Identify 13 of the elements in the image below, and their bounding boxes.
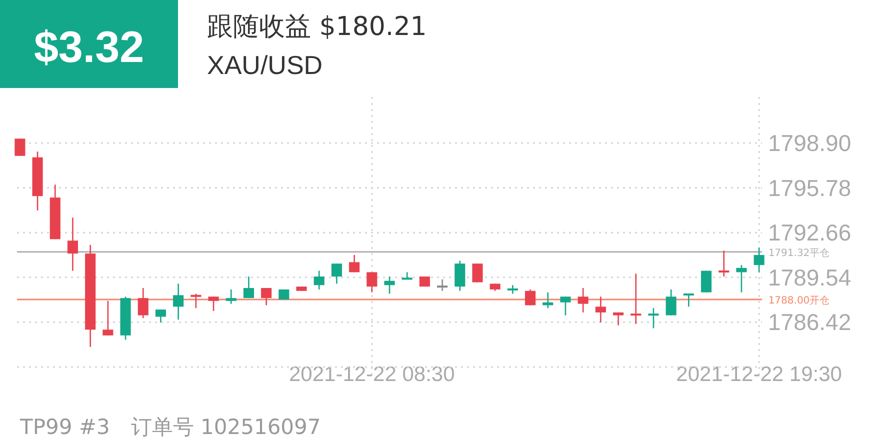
- text: TP99 #3 订单号 102516097: [19, 415, 321, 439]
- x-tick-label: 2021-12-22 19:30: [676, 363, 842, 386]
- y-tick-label: 1786.42: [768, 309, 852, 336]
- y-tick-label: 1792.66: [768, 220, 852, 246]
- y-tick-label: 1795.78: [768, 174, 852, 201]
- chart-subtitle: XAU/USD: [207, 50, 323, 80]
- ref-line-label: 1791.32平仓: [768, 246, 830, 259]
- y-tick-label: 1798.90: [768, 130, 852, 156]
- chart-title: 跟随收益 $180.21: [207, 12, 427, 42]
- text: $3.32: [34, 23, 144, 72]
- y-tick-label: 1789.54: [768, 264, 852, 290]
- x-tick-label: 2021-12-22 08:30: [288, 363, 455, 386]
- ref-line-label: 1788.00开仓: [768, 294, 830, 306]
